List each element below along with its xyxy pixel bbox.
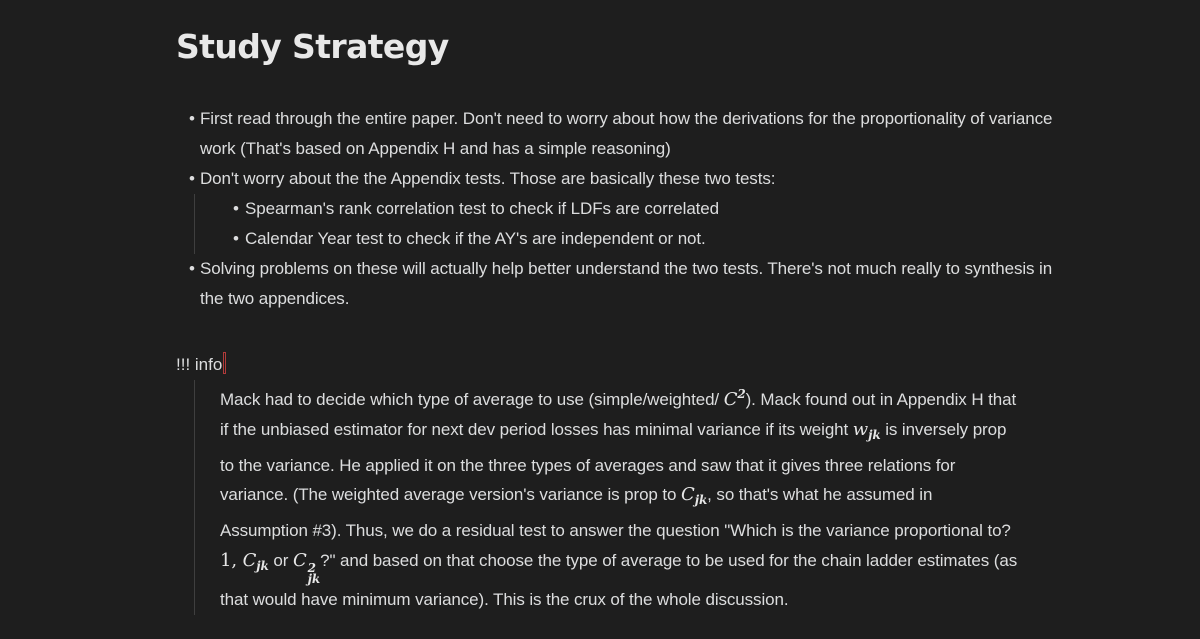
text-cursor xyxy=(223,352,227,374)
math-w-jk: wjk xyxy=(852,418,881,442)
nested-list: Spearman's rank correlation test to chec… xyxy=(194,194,1056,254)
note-page: Study Strategy First read through the en… xyxy=(176,22,1056,615)
list-item: Don't worry about the the Appendix tests… xyxy=(176,164,1056,194)
nested-list-item: Spearman's rank correlation test to chec… xyxy=(195,194,1056,224)
nested-list-item: Calendar Year test to check if the AY's … xyxy=(195,224,1056,254)
text-run: is inversely prop to the variance. He ap… xyxy=(220,419,1007,505)
text-run: ?" and based on that choose the type of … xyxy=(220,550,1018,609)
math-one-c-jk: 1, Cjk xyxy=(220,549,269,573)
list-item: First read through the entire paper. Don… xyxy=(176,104,1056,164)
math-c-squared: C2 xyxy=(723,387,746,410)
list-item: Solving problems on these will actually … xyxy=(176,254,1056,314)
admonition-header-text: !!! info xyxy=(176,355,223,374)
text-run: , so that's what he assumed in Assumptio… xyxy=(220,485,1011,541)
admonition-header[interactable]: !!! info xyxy=(176,350,1056,380)
text-run: or xyxy=(268,550,293,570)
bullet-list: First read through the entire paper. Don… xyxy=(176,104,1056,314)
math-c-jk-squared: C 2 jk xyxy=(292,549,321,586)
text-run: Mack had to decide which type of average… xyxy=(220,390,724,409)
page-heading: Study Strategy xyxy=(176,27,449,66)
admonition-paragraph: Mack had to decide which type of average… xyxy=(220,380,1020,615)
text-run: ). Mack found out in Appendix H that if … xyxy=(220,390,1017,439)
admonition-body: Mack had to decide which type of average… xyxy=(194,380,1020,615)
math-c-jk: Cjk xyxy=(681,484,708,508)
